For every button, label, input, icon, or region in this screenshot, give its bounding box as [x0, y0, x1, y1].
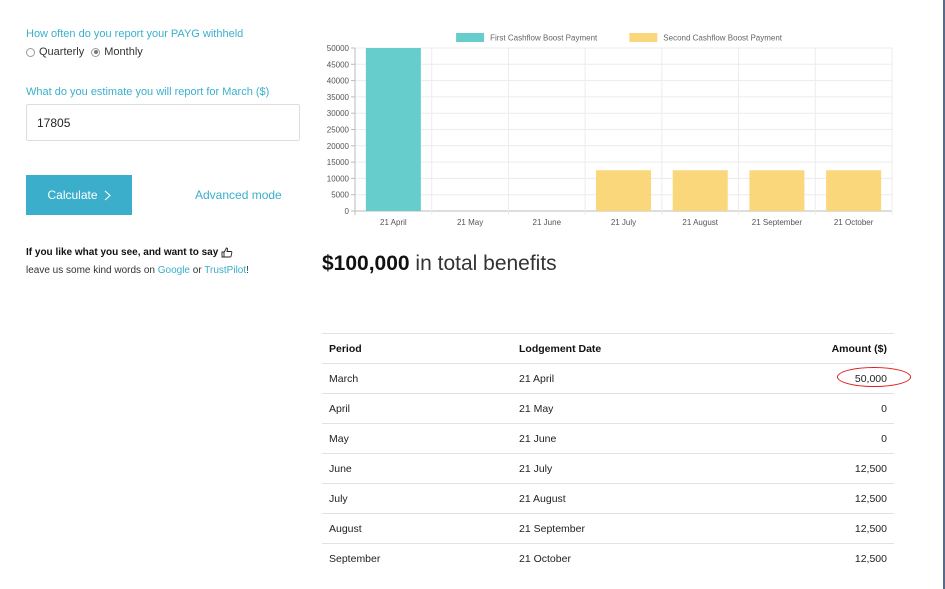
x-tick-label: 21 September: [752, 218, 803, 227]
chevron-right-icon: [104, 190, 111, 200]
table-row: May 21 June 0: [322, 423, 894, 454]
promo-line1: If you like what you see, and want to sa…: [26, 247, 219, 258]
cell-date: 21 August: [512, 483, 726, 514]
quarterly-label[interactable]: Quarterly: [39, 46, 85, 58]
table-header-row: Period Lodgement Date Amount ($): [322, 333, 894, 364]
cell-amount: 12,500: [726, 543, 894, 573]
cell-period: May: [322, 423, 512, 454]
cell-date: 21 May: [512, 393, 726, 424]
cell-amount: 12,500: [726, 453, 894, 484]
bar: [596, 170, 651, 211]
quarterly-radio[interactable]: [26, 47, 35, 57]
calculate-label: Calculate: [47, 188, 98, 202]
x-tick-label: 21 July: [611, 218, 636, 227]
cell-period: September: [322, 543, 512, 573]
cell-amount: 50,000: [726, 363, 912, 394]
bar: [365, 48, 421, 211]
window-edge: [943, 0, 945, 589]
y-tick-label: 0: [345, 207, 350, 216]
cell-amount: 12,500: [726, 513, 894, 544]
y-tick-label: 45000: [327, 60, 350, 69]
y-tick-label: 30000: [327, 109, 350, 118]
cell-period: July: [322, 483, 512, 514]
cell-amount: 0: [726, 393, 894, 424]
table-row: June 21 July 12,500: [322, 453, 894, 484]
legend-swatch: [629, 33, 658, 42]
google-link[interactable]: Google: [157, 265, 190, 276]
y-tick-label: 20000: [327, 142, 350, 151]
y-tick-label: 35000: [327, 93, 350, 102]
y-tick-label: 40000: [327, 77, 350, 86]
cell-period: March: [322, 363, 512, 394]
header-lodgement-date: Lodgement Date: [512, 333, 726, 364]
estimate-label: What do you estimate you will report for…: [26, 86, 270, 98]
promo-or: or: [189, 265, 205, 276]
legend-swatch: [456, 33, 485, 42]
cell-date: 21 June: [512, 423, 726, 454]
promo-heading: If you like what you see, and want to sa…: [26, 247, 233, 258]
table-row: July 21 August 12,500: [322, 483, 894, 514]
cell-period: April: [322, 393, 512, 424]
x-tick-label: 21 May: [457, 218, 483, 227]
table-row: September 21 October 12,500: [322, 543, 894, 573]
frequency-label: How often do you report your PAYG withhe…: [26, 28, 244, 40]
bar: [826, 170, 882, 211]
advanced-mode-link[interactable]: Advanced mode: [195, 188, 282, 202]
y-tick-label: 25000: [327, 126, 350, 135]
x-tick-label: 21 April: [380, 218, 407, 227]
total-amount: $100,000: [322, 252, 410, 275]
total-benefits-headline: $100,000 in total benefits: [322, 252, 557, 276]
estimate-input[interactable]: [26, 104, 300, 141]
y-tick-label: 5000: [331, 191, 349, 200]
x-tick-label: 21 August: [682, 218, 718, 227]
promo-text: leave us some kind words on Google or Tr…: [26, 265, 249, 276]
table-row: March 21 April 50,000: [322, 363, 912, 394]
y-tick-label: 15000: [327, 158, 350, 167]
cell-date: 21 July: [512, 453, 726, 484]
promo-end: !: [246, 265, 249, 276]
legend-label: First Cashflow Boost Payment: [490, 34, 598, 43]
thumbs-up-icon: [221, 247, 233, 258]
cashflow-chart: 0 5000 10000 15000 20000 25000 30000 35000 40000…: [327, 33, 893, 227]
cell-date: 21 April: [512, 363, 726, 394]
frequency-radio-group: Quarterly Monthly: [26, 46, 143, 58]
cell-amount: 12,500: [726, 483, 894, 514]
highlighted-amount: 50,000: [836, 366, 912, 387]
calculate-button[interactable]: Calculate: [26, 175, 132, 215]
table-row: August 21 September 12,500: [322, 513, 894, 544]
payments-table: Period Lodgement Date Amount ($) March 2…: [322, 333, 912, 573]
promo-line2-prefix: leave us some kind words on: [26, 265, 158, 276]
cell-period: June: [322, 453, 512, 484]
cell-period: August: [322, 513, 512, 544]
x-tick-label: 21 June: [533, 218, 562, 227]
header-period: Period: [322, 333, 512, 364]
bar: [749, 170, 805, 211]
y-tick-label: 50000: [327, 44, 350, 53]
x-tick-label: 21 October: [834, 218, 874, 227]
legend-label: Second Cashflow Boost Payment: [663, 34, 783, 43]
cell-date: 21 October: [512, 543, 726, 573]
header-amount: Amount ($): [726, 333, 894, 364]
cell-date: 21 September: [512, 513, 726, 544]
total-suffix: in total benefits: [409, 252, 557, 275]
table-row: April 21 May 0: [322, 393, 894, 424]
y-tick-label: 10000: [327, 174, 350, 183]
trustpilot-link[interactable]: TrustPilot: [204, 265, 247, 276]
bar: [672, 170, 728, 211]
monthly-radio[interactable]: [91, 47, 101, 57]
cell-amount: 0: [726, 423, 894, 454]
monthly-label[interactable]: Monthly: [104, 46, 143, 58]
